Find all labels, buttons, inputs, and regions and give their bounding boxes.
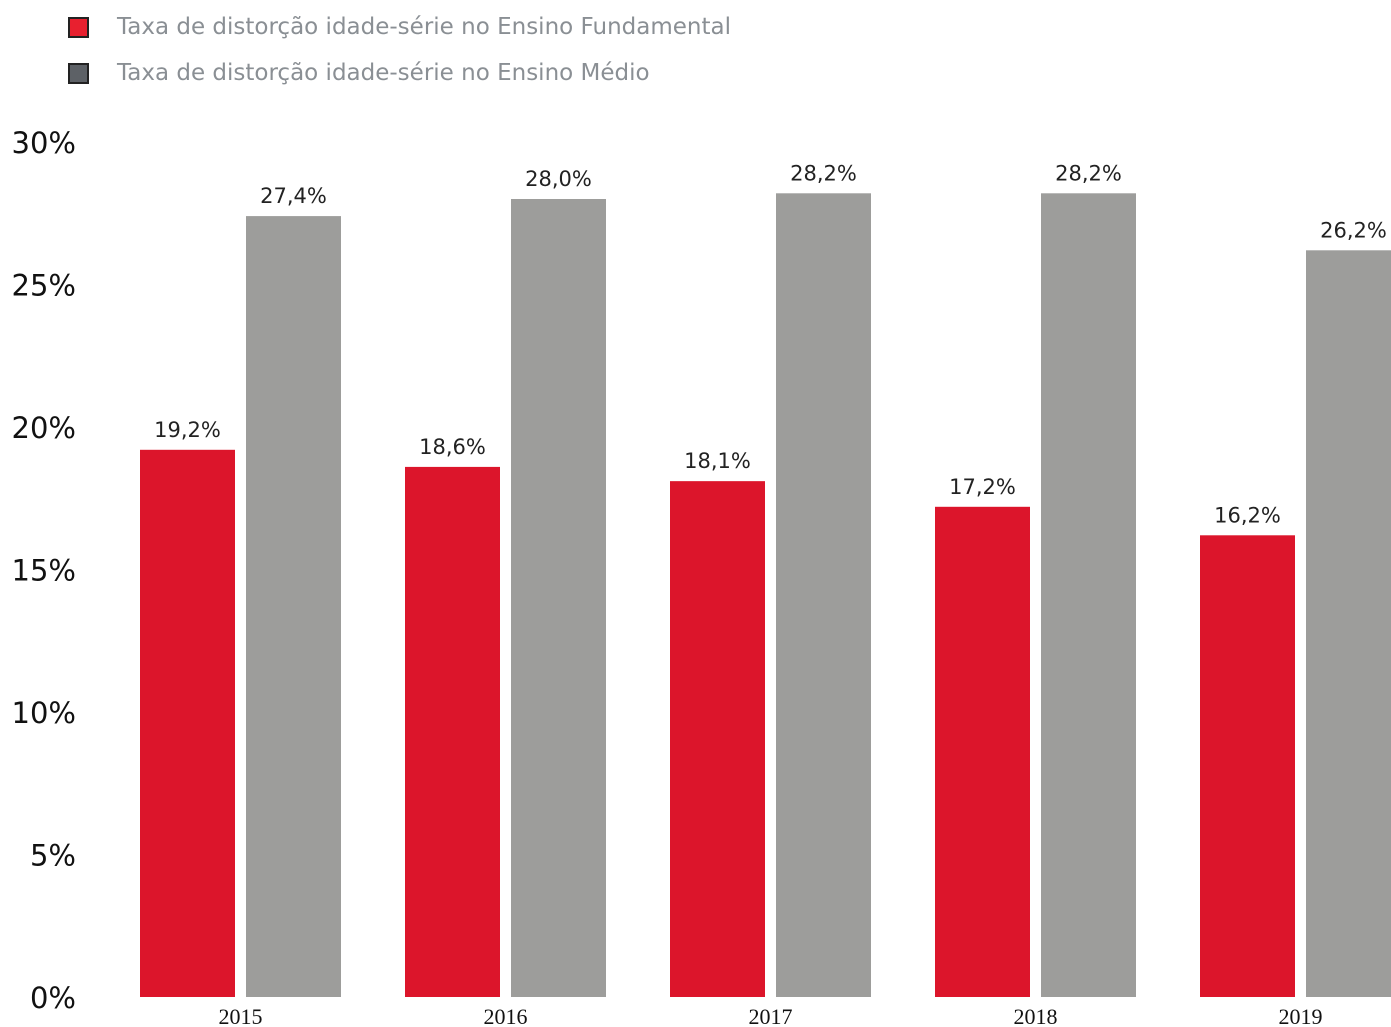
bar-value-label: 19,2% [154, 418, 221, 442]
y-tick-label: 10% [12, 696, 76, 730]
x-axis: 2015 2016 2017 2018 2019 [219, 1004, 1323, 1027]
legend-label-fundamental: Taxa de distorção idade-série no Ensino … [117, 14, 731, 40]
bar-medio [1041, 193, 1136, 998]
x-tick-label: 2017 [749, 1004, 793, 1027]
legend-swatch-fundamental [68, 16, 89, 38]
bar-medio [511, 199, 606, 997]
y-tick-label: 5% [30, 839, 76, 873]
legend-item-medio: Taxa de distorção idade-série no Ensino … [68, 59, 650, 87]
legend-item-fundamental: Taxa de distorção idade-série no Ensino … [68, 13, 731, 41]
bar-medio [776, 193, 871, 998]
bar-value-label: 16,2% [1214, 503, 1281, 527]
bar-labels: 19,2% 27,4% 18,6% 28,0% 18,1% 28,2% 17,2% 28,2%… [154, 161, 1387, 527]
bar-value-label: 26,2% [1320, 218, 1387, 242]
bars [140, 193, 1391, 998]
bar-fundamental [405, 466, 500, 997]
y-tick-label: 15% [12, 554, 76, 588]
bar-value-label: 27,4% [260, 184, 327, 208]
legend: Taxa de distorção idade-série no Ensino … [0, 0, 1391, 110]
bar-value-label: 28,2% [790, 161, 857, 185]
y-tick-label: 0% [30, 981, 76, 1015]
bar-value-label: 28,0% [525, 167, 592, 191]
bar-medio [1306, 250, 1391, 998]
legend-swatch-medio [68, 62, 89, 84]
bar-fundamental [670, 481, 765, 997]
y-axis: 0% 5% 10% 15% 20% 25% 30% [12, 126, 76, 1015]
bar-fundamental [140, 449, 235, 997]
x-tick-label: 2019 [1279, 1004, 1323, 1027]
y-tick-label: 30% [12, 126, 76, 160]
x-tick-label: 2016 [484, 1004, 528, 1027]
bar-value-label: 18,1% [684, 449, 751, 473]
bar-value-label: 28,2% [1055, 161, 1122, 185]
bar-value-label: 17,2% [949, 475, 1016, 499]
bar-fundamental [1200, 535, 1295, 997]
bar-value-label: 18,6% [419, 435, 486, 459]
y-tick-label: 20% [12, 411, 76, 445]
y-tick-label: 25% [12, 269, 76, 303]
legend-label-medio: Taxa de distorção idade-série no Ensino … [117, 60, 650, 86]
x-tick-label: 2015 [219, 1004, 263, 1027]
x-tick-label: 2018 [1014, 1004, 1058, 1027]
bar-medio [246, 216, 341, 998]
bar-fundamental [935, 506, 1030, 997]
